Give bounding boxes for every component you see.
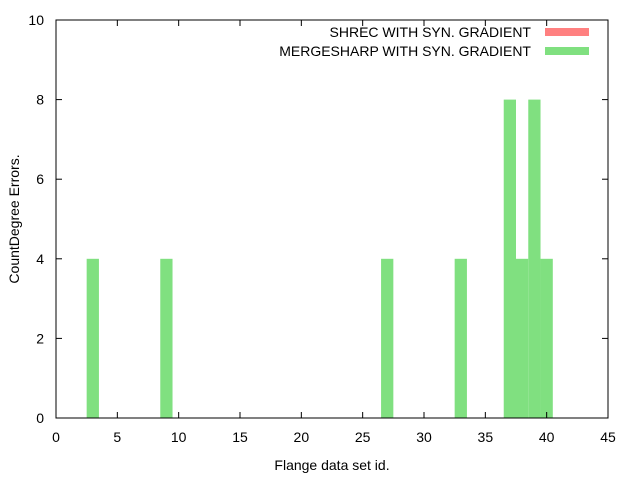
x-tick-label-15: 15 bbox=[232, 429, 248, 445]
y-tick-label-0: 0 bbox=[36, 410, 44, 426]
legend-label-mergesharp: MERGESHARP WITH SYN. GRADIENT bbox=[279, 43, 531, 59]
plot-frame bbox=[55, 19, 609, 419]
y-tick-label-2: 2 bbox=[36, 330, 44, 346]
legend-swatch-shrec bbox=[545, 28, 589, 36]
y-tick-label-6: 6 bbox=[36, 171, 44, 187]
y-tick-label-4: 4 bbox=[36, 251, 44, 267]
x-tick-label-5: 5 bbox=[113, 429, 121, 445]
y-tick-label-10: 10 bbox=[28, 12, 44, 28]
x-tick-label-0: 0 bbox=[52, 429, 60, 445]
x-tick-label-35: 35 bbox=[478, 429, 494, 445]
y-tick-label-8: 8 bbox=[36, 92, 44, 108]
bar-series1-x9 bbox=[160, 258, 173, 418]
x-tick-label-20: 20 bbox=[294, 429, 310, 445]
bar-series1-x38 bbox=[516, 258, 529, 418]
bars-layer bbox=[86, 99, 553, 418]
x-tick-label-45: 45 bbox=[600, 429, 616, 445]
x-axis-label: Flange data set id. bbox=[274, 457, 389, 473]
x-tick-label-40: 40 bbox=[539, 429, 555, 445]
legend-swatch-mergesharp bbox=[545, 47, 589, 55]
bar-series1-x39 bbox=[528, 99, 541, 418]
bar-series1-x40 bbox=[540, 258, 553, 418]
y-axis-label: CountDegree Errors. bbox=[6, 154, 22, 283]
x-tick-label-25: 25 bbox=[355, 429, 371, 445]
ticks-layer bbox=[55, 19, 609, 419]
bar-series1-x33 bbox=[454, 258, 467, 418]
bar-series1-x3 bbox=[86, 258, 99, 418]
tick-labels-layer: 0 5 10 15 20 25 30 35 40 45 0 2 4 6 8 10 bbox=[28, 12, 616, 445]
legend: SHREC WITH SYN. GRADIENT MERGESHARP WITH… bbox=[279, 24, 589, 59]
x-tick-label-10: 10 bbox=[171, 429, 187, 445]
bar-series1-x37 bbox=[503, 99, 516, 418]
x-tick-label-30: 30 bbox=[416, 429, 432, 445]
bar-series1-x27 bbox=[381, 258, 394, 418]
legend-label-shrec: SHREC WITH SYN. GRADIENT bbox=[330, 24, 532, 40]
